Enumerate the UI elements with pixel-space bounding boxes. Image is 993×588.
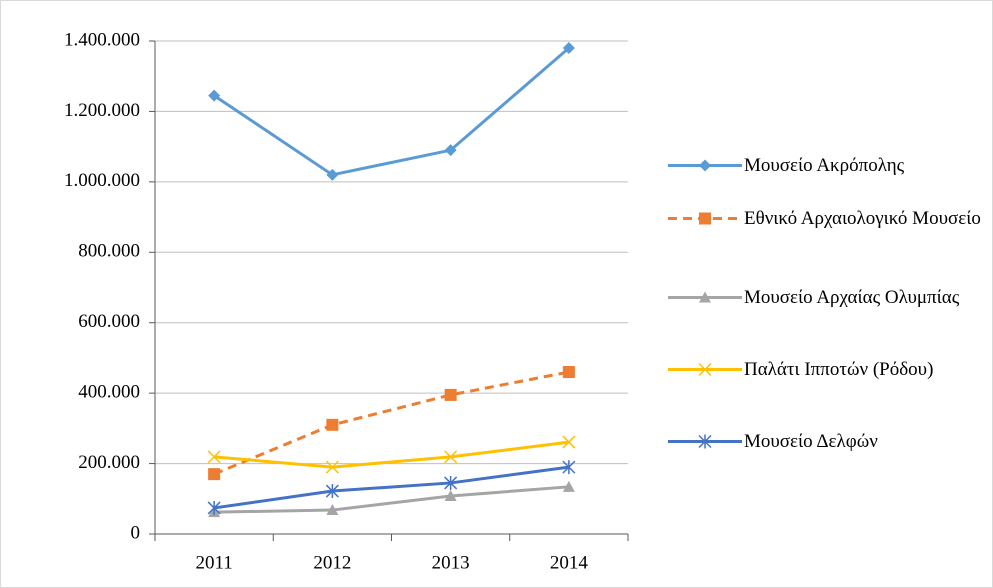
marker bbox=[698, 362, 712, 377]
marker bbox=[207, 450, 221, 464]
marker bbox=[562, 42, 575, 55]
marker bbox=[699, 291, 711, 303]
legend-swatch bbox=[668, 434, 742, 449]
marker bbox=[699, 212, 711, 225]
marker bbox=[326, 504, 339, 516]
y-tick-label: 400.000 bbox=[78, 382, 140, 403]
y-tick-label: 1.400.000 bbox=[64, 29, 140, 50]
marker bbox=[444, 475, 458, 490]
marker bbox=[326, 168, 339, 181]
series-line bbox=[214, 485, 569, 514]
legend-entry: Μουσείο Ακρόπολης bbox=[666, 152, 986, 179]
marker bbox=[325, 484, 339, 499]
y-tick-label: 0 bbox=[131, 522, 141, 543]
legend-swatch bbox=[668, 159, 742, 172]
marker bbox=[208, 468, 221, 481]
marker bbox=[562, 460, 576, 475]
marker bbox=[444, 489, 457, 501]
legend-label: Εθνικό Αρχαιολογικό Μουσείο bbox=[744, 208, 981, 229]
x-tick-label: 2014 bbox=[550, 552, 589, 573]
x-tick-label: 2013 bbox=[432, 552, 470, 573]
y-tick-label: 1.000.000 bbox=[64, 170, 140, 191]
series-line bbox=[213, 370, 570, 476]
marker bbox=[326, 418, 339, 431]
x-tick-label: 2011 bbox=[195, 552, 232, 573]
y-tick-label: 200.000 bbox=[78, 452, 140, 473]
marker bbox=[562, 435, 576, 449]
series-line bbox=[213, 440, 570, 469]
legend-label: Μουσείο Αρχαίας Ολυμπίας bbox=[744, 287, 960, 308]
legend-entry: Μουσείο Δελφών bbox=[666, 428, 986, 455]
x-tick-label: 2012 bbox=[313, 552, 351, 573]
marker bbox=[207, 500, 221, 515]
marker bbox=[562, 480, 575, 492]
legend-label: Παλάτι Ιπποτών (Ρόδου) bbox=[744, 359, 934, 380]
marker bbox=[444, 144, 457, 157]
series-line bbox=[213, 46, 570, 177]
y-tick-label: 800.000 bbox=[78, 241, 140, 262]
legend-label: Μουσείο Ακρόπολης bbox=[744, 155, 905, 176]
y-tick-label: 600.000 bbox=[78, 311, 140, 332]
legend-swatch bbox=[668, 362, 742, 377]
marker bbox=[325, 460, 339, 474]
legend-swatch bbox=[668, 212, 742, 225]
marker bbox=[698, 434, 712, 449]
marker bbox=[562, 366, 575, 379]
legend-entry: Παλάτι Ιπποτών (Ρόδου) bbox=[666, 356, 986, 383]
legend-swatch bbox=[668, 291, 742, 303]
legend-entry: Εθνικό Αρχαιολογικό Μουσείο bbox=[666, 205, 986, 232]
legend-label: Μουσείο Δελφών bbox=[744, 431, 878, 452]
y-tick-label: 1.200.000 bbox=[64, 100, 140, 121]
legend-entry: Μουσείο Αρχαίας Ολυμπίας bbox=[666, 284, 986, 311]
marker bbox=[444, 450, 458, 464]
marker bbox=[208, 89, 221, 102]
marker bbox=[699, 159, 711, 172]
series-line bbox=[213, 465, 570, 510]
marker bbox=[444, 388, 457, 401]
